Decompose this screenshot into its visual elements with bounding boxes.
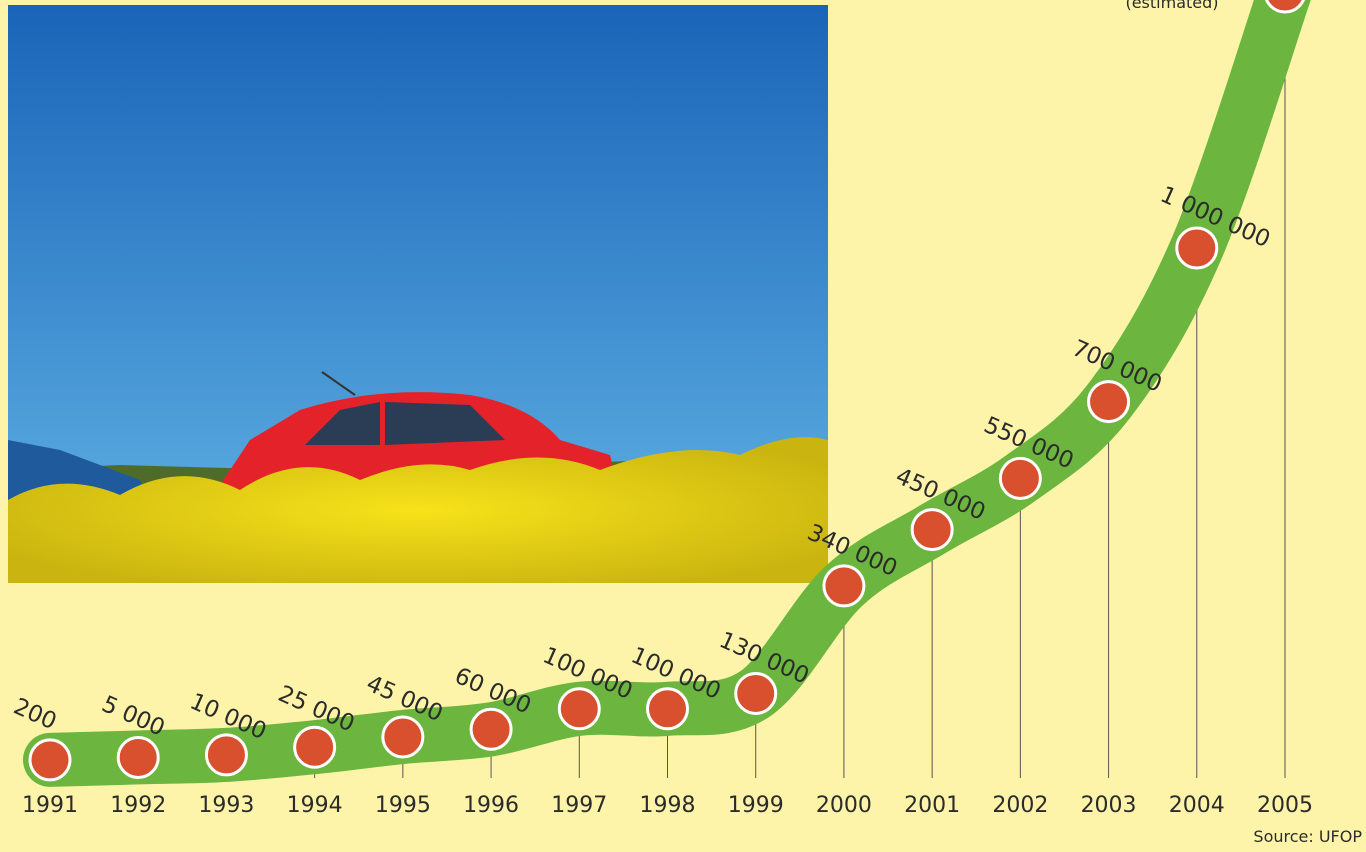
value-label-group: 200 [10, 694, 61, 736]
photo [8, 5, 828, 583]
x-tick-label: 1996 [463, 793, 519, 818]
x-tick-label: 1995 [375, 793, 431, 818]
marker [822, 564, 866, 608]
line-band [23, 0, 1311, 787]
marker [734, 671, 778, 715]
marker [646, 687, 689, 731]
x-tick-label: 1999 [728, 793, 784, 818]
annotation: (estimated) [1125, 0, 1218, 12]
marker [204, 733, 248, 777]
x-tick-label: 1997 [551, 793, 607, 818]
x-tick-label: 2005 [1257, 793, 1313, 818]
x-tick-label: 2003 [1081, 793, 1137, 818]
marker [910, 508, 954, 552]
marker [469, 707, 513, 751]
marker [381, 715, 425, 759]
x-tick-label: 2004 [1169, 793, 1225, 818]
marker [998, 456, 1042, 500]
x-tick-label: 1991 [22, 793, 78, 818]
marker [28, 738, 72, 782]
x-tick-label: 2002 [992, 793, 1048, 818]
x-tick-label: 1992 [110, 793, 166, 818]
source: Source: UFOP [1253, 827, 1362, 846]
marker [293, 725, 337, 769]
marker [116, 735, 160, 779]
marker [557, 687, 601, 731]
x-tick-label: 2001 [904, 793, 960, 818]
marker [1175, 226, 1219, 270]
value-label: 200 [10, 694, 61, 736]
x-tick-label: 1994 [287, 793, 343, 818]
x-tick-label: 1993 [198, 793, 254, 818]
marker [1087, 380, 1131, 424]
marker [1265, 0, 1305, 14]
x-tick-label: 1998 [640, 793, 696, 818]
x-tick-label: 2000 [816, 793, 872, 818]
